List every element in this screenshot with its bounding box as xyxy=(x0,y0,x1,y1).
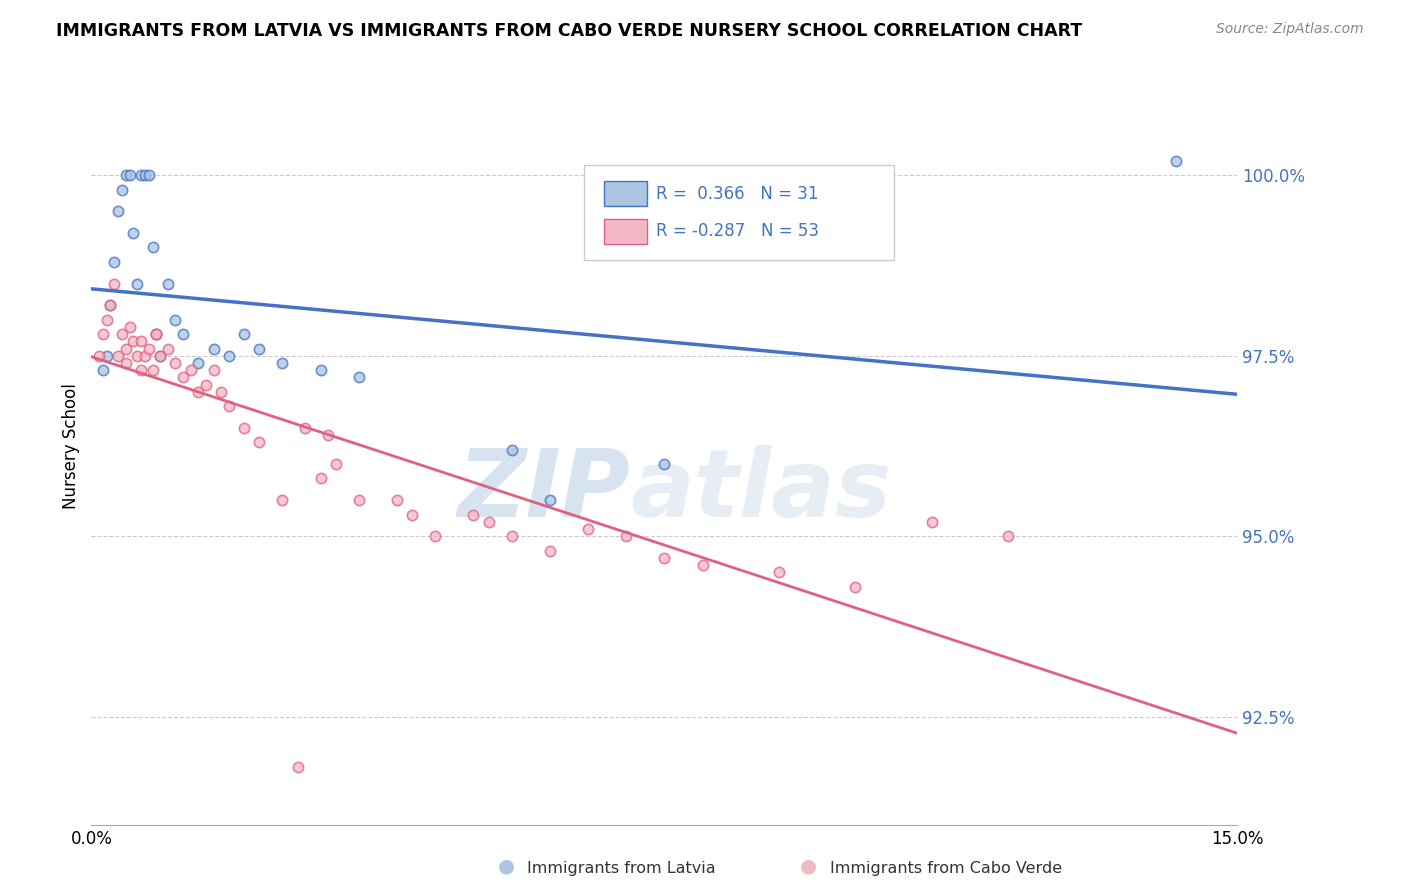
Point xyxy=(233,421,256,435)
Point xyxy=(316,428,339,442)
Point xyxy=(501,529,523,543)
Point xyxy=(187,384,209,399)
Text: ZIP: ZIP xyxy=(457,445,630,538)
Point xyxy=(463,508,485,522)
Point xyxy=(145,327,167,342)
Point xyxy=(218,349,240,363)
Point xyxy=(233,327,256,342)
Point xyxy=(538,493,561,508)
Point xyxy=(844,580,866,594)
Point xyxy=(652,550,675,565)
Point xyxy=(87,349,110,363)
Text: Source: ZipAtlas.com: Source: ZipAtlas.com xyxy=(1216,22,1364,37)
Point xyxy=(997,529,1019,543)
Text: atlas: atlas xyxy=(630,445,891,538)
Point xyxy=(141,240,163,254)
Point xyxy=(385,493,408,508)
Point xyxy=(692,558,714,573)
Point xyxy=(271,356,294,370)
Y-axis label: Nursery School: Nursery School xyxy=(62,383,80,509)
Point xyxy=(91,363,114,377)
Point xyxy=(187,356,209,370)
Point xyxy=(134,349,156,363)
Point xyxy=(538,543,561,558)
Point xyxy=(134,168,156,182)
Point xyxy=(100,298,122,312)
Point xyxy=(129,334,152,349)
Point xyxy=(347,370,370,384)
Point xyxy=(218,399,240,413)
Point xyxy=(576,522,599,536)
Text: ●: ● xyxy=(800,857,817,876)
Point xyxy=(114,342,136,356)
Point xyxy=(287,760,309,774)
Point xyxy=(294,421,316,435)
Text: R = -0.287   N = 53: R = -0.287 N = 53 xyxy=(657,222,820,241)
Point xyxy=(202,342,225,356)
Point xyxy=(122,226,145,240)
FancyBboxPatch shape xyxy=(583,166,893,260)
Point xyxy=(768,566,790,580)
Point xyxy=(501,442,523,457)
Point xyxy=(652,457,675,471)
Point xyxy=(172,370,194,384)
Text: IMMIGRANTS FROM LATVIA VS IMMIGRANTS FROM CABO VERDE NURSERY SCHOOL CORRELATION : IMMIGRANTS FROM LATVIA VS IMMIGRANTS FRO… xyxy=(56,22,1083,40)
Point xyxy=(347,493,370,508)
Point xyxy=(118,168,141,182)
Point xyxy=(249,342,271,356)
Point xyxy=(141,363,163,377)
Point xyxy=(138,168,160,182)
FancyBboxPatch shape xyxy=(603,181,647,206)
Point xyxy=(149,349,172,363)
Point xyxy=(145,327,167,342)
Point xyxy=(149,349,172,363)
Point xyxy=(423,529,446,543)
Point xyxy=(114,356,136,370)
Point xyxy=(96,312,118,326)
Point xyxy=(309,363,332,377)
Point xyxy=(103,277,125,291)
Point xyxy=(156,277,179,291)
Point xyxy=(209,384,232,399)
Point xyxy=(111,183,134,197)
Point xyxy=(309,471,332,485)
Point xyxy=(100,298,122,312)
Point xyxy=(107,204,129,219)
Point xyxy=(478,515,501,529)
Point xyxy=(129,363,152,377)
Text: Immigrants from Latvia: Immigrants from Latvia xyxy=(527,861,716,876)
Point xyxy=(156,342,179,356)
Point xyxy=(271,493,294,508)
Point xyxy=(180,363,202,377)
Point xyxy=(118,319,141,334)
Point xyxy=(103,255,125,269)
Point xyxy=(249,435,271,450)
Text: R =  0.366   N = 31: R = 0.366 N = 31 xyxy=(657,185,818,202)
Point xyxy=(111,327,134,342)
Point xyxy=(145,327,167,342)
Point xyxy=(129,168,152,182)
Point xyxy=(194,377,217,392)
Point xyxy=(325,457,347,471)
Point xyxy=(107,349,129,363)
Point xyxy=(96,349,118,363)
Point xyxy=(202,363,225,377)
Point xyxy=(1166,153,1188,168)
Point xyxy=(172,327,194,342)
Point xyxy=(91,327,114,342)
Point xyxy=(921,515,943,529)
Point xyxy=(127,349,149,363)
Point xyxy=(127,277,149,291)
Point xyxy=(114,168,136,182)
Text: ●: ● xyxy=(498,857,515,876)
Point xyxy=(138,342,160,356)
FancyBboxPatch shape xyxy=(603,219,647,244)
Point xyxy=(614,529,637,543)
Point xyxy=(165,356,187,370)
Point xyxy=(165,312,187,326)
Text: Immigrants from Cabo Verde: Immigrants from Cabo Verde xyxy=(830,861,1062,876)
Point xyxy=(401,508,423,522)
Point xyxy=(122,334,145,349)
